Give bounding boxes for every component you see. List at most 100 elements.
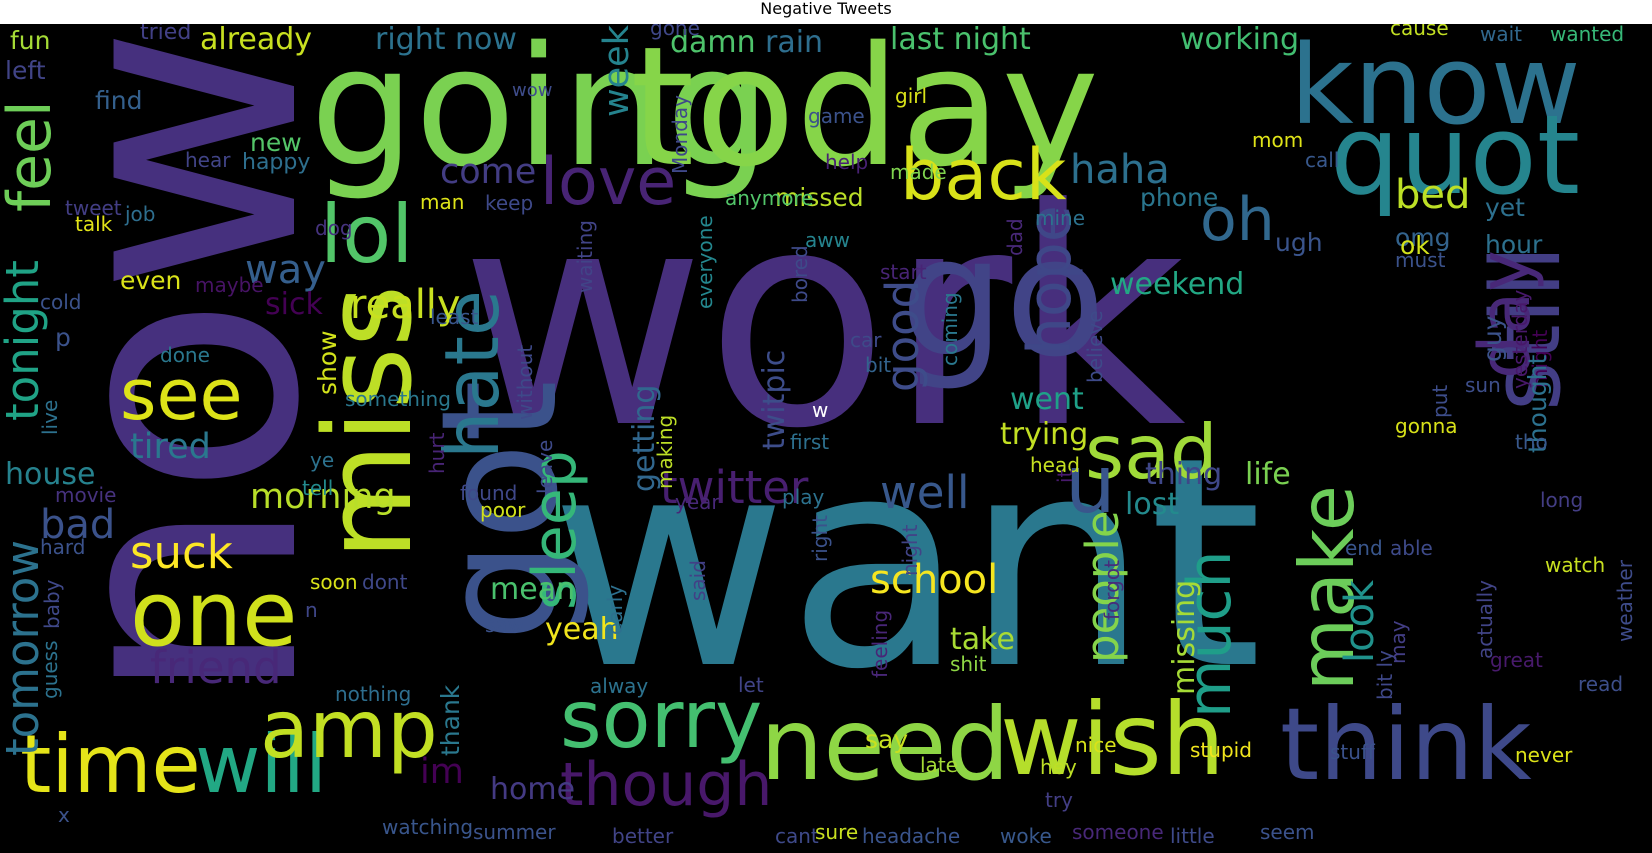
cloud-word-cold: cold	[40, 290, 82, 314]
cloud-word-want: want	[550, 396, 1263, 733]
cloud-word-see: see	[120, 354, 243, 436]
cloud-word-dog: dog	[315, 216, 353, 240]
cloud-word-already: already	[200, 24, 313, 57]
cloud-word-maybe: maybe	[195, 273, 264, 297]
cloud-word-summer: summer	[473, 820, 556, 844]
cloud-word-one: one	[130, 562, 298, 667]
cloud-word-need: need	[760, 686, 1010, 803]
cloud-word-ye: ye	[310, 448, 335, 472]
cloud-word-able: able	[1390, 536, 1433, 560]
cloud-word-live: live	[38, 399, 62, 435]
cloud-word-life: life	[1245, 457, 1291, 492]
cloud-word-year: year	[675, 490, 720, 514]
cloud-word-hard: hard	[40, 535, 86, 559]
cloud-word-feel: feel	[0, 100, 65, 212]
cloud-word-mean: mean	[490, 572, 576, 607]
cloud-word-hey: hey	[1040, 755, 1077, 779]
cloud-word-wish: wish	[1000, 681, 1226, 798]
cloud-word-job: job	[125, 202, 156, 226]
cloud-word-early: early	[603, 584, 627, 635]
cloud-word-missed: missed	[775, 183, 864, 212]
cloud-word-made: made	[890, 160, 947, 184]
cloud-word-happy: happy	[242, 150, 311, 175]
cloud-word-dad: dad	[1003, 218, 1027, 256]
cloud-word-coming: coming	[938, 292, 962, 366]
cloud-word-late: late	[920, 753, 958, 777]
cloud-word-going: going	[310, 24, 771, 203]
cloud-word-believe: believe	[1083, 310, 1107, 383]
cloud-word-anymore: anymore	[725, 186, 814, 210]
cloud-word-school: school	[870, 557, 999, 603]
cloud-word-sad: sad	[1085, 408, 1218, 496]
cloud-word-show: show	[313, 330, 342, 395]
cloud-word-everyone: everyone	[693, 215, 717, 309]
cloud-word-least: least	[430, 305, 479, 329]
cloud-word-thank: thank	[436, 684, 465, 756]
cloud-word-bit: bit	[865, 353, 892, 377]
cloud-word-monday: Monday	[668, 95, 692, 174]
cloud-word-love: love	[540, 145, 677, 220]
cloud-word-forgot: forgot	[1100, 560, 1124, 620]
cloud-word-back: back	[900, 134, 1067, 216]
cloud-word-man: man	[420, 190, 465, 214]
cloud-word-lol: lol	[320, 188, 414, 281]
cloud-word-movie: movie	[55, 483, 117, 507]
cloud-word-tho: tho	[1515, 430, 1548, 454]
cloud-word-though: though	[560, 750, 773, 820]
cloud-word-cant: cant	[775, 824, 819, 848]
cloud-word-great: great	[1490, 648, 1543, 672]
word-cloud: now work want going today go got miss know quot th…	[0, 24, 1652, 853]
cloud-word-yet: yet	[1485, 193, 1525, 222]
cloud-word-cause: cause	[1390, 24, 1449, 40]
cloud-word-found: found	[460, 481, 518, 505]
cloud-word-girl: girl	[895, 84, 928, 108]
cloud-word-mom: mom	[1252, 128, 1304, 152]
cloud-word-house: house	[5, 457, 96, 492]
cloud-word-morning: morning	[250, 477, 396, 517]
cloud-word-im: im	[420, 752, 464, 792]
cloud-word-alway: alway	[590, 674, 649, 698]
cloud-word-will: will	[195, 718, 328, 811]
cloud-word-ok: ok	[1400, 231, 1430, 260]
cloud-word-call: call	[1305, 148, 1340, 172]
cloud-word-even: even	[120, 266, 182, 295]
cloud-word-something: something	[345, 387, 451, 411]
cloud-word-tonight: tonight	[0, 260, 49, 421]
cloud-word-talk: talk	[75, 212, 113, 236]
cloud-word-really: really	[350, 282, 461, 328]
cloud-word-sick: sick	[265, 287, 323, 322]
cloud-word-went: went	[1010, 382, 1084, 417]
cloud-word-left: left	[5, 56, 46, 85]
cloud-word-it: it	[1053, 469, 1077, 483]
cloud-word-keep: keep	[485, 191, 534, 215]
cloud-word-find: find	[95, 86, 143, 115]
cloud-word-night: night	[898, 524, 922, 576]
cloud-word-without: without	[513, 344, 537, 420]
cloud-word-tweet: tweet	[65, 196, 122, 220]
cloud-word-feeling: feeling	[868, 609, 892, 678]
cloud-word-work: work	[460, 145, 1186, 494]
cloud-word-shit: shit	[950, 652, 987, 676]
cloud-word-bed: bed	[1395, 172, 1471, 218]
cloud-word-sorry: sorry	[560, 673, 763, 766]
cloud-word-start: start	[880, 260, 927, 284]
cloud-word-x: x	[58, 803, 70, 827]
cloud-word-damn: damn	[670, 25, 756, 60]
cloud-word-come: come	[440, 152, 537, 192]
cloud-word-tell: tell	[302, 476, 334, 500]
cloud-word-last-night: last night	[890, 24, 1031, 57]
cloud-word-hour: hour	[1485, 230, 1543, 259]
cloud-word-bad: bad	[40, 502, 116, 548]
cloud-word-wow: wow	[512, 80, 553, 101]
cloud-word-tired: tired	[130, 427, 211, 467]
cloud-word-better: better	[612, 824, 674, 848]
cloud-word-first: first	[790, 430, 830, 454]
cloud-word-u: u	[1065, 438, 1116, 531]
chart-title: Negative Tweets	[760, 0, 892, 18]
cloud-word-suck: suck	[130, 526, 233, 579]
cloud-word-right-now: right now	[375, 24, 517, 57]
cloud-word-well: well	[880, 466, 970, 519]
cloud-word-little: little	[1170, 824, 1215, 848]
cloud-word-think: think	[1280, 686, 1532, 803]
cloud-word-end: end	[1345, 536, 1383, 560]
